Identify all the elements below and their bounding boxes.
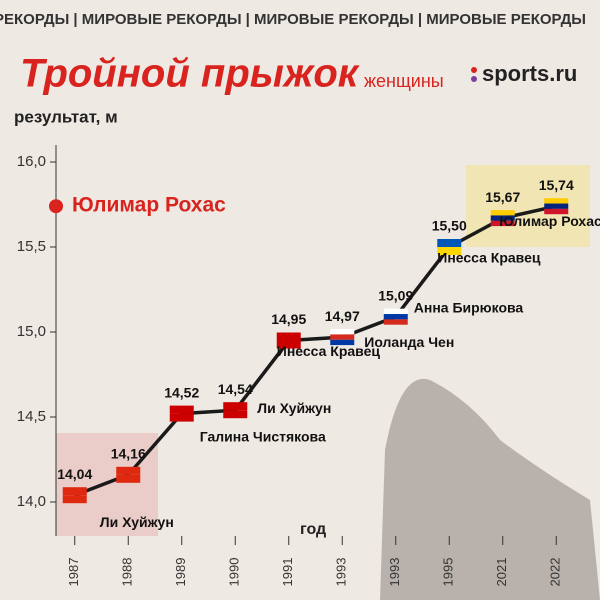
- x-tick-label: 1993: [387, 558, 402, 587]
- flag: [276, 340, 301, 349]
- value-label: 14,95: [271, 311, 306, 327]
- x-tick-label: 1987: [66, 558, 81, 587]
- athlete-name: Ли Хуйжун: [100, 514, 174, 530]
- y-tick-label: 16,0: [17, 153, 46, 170]
- flag: [330, 339, 355, 346]
- value-label: 14,16: [111, 446, 146, 462]
- line: [74, 204, 557, 497]
- value-label: 15,74: [539, 177, 574, 193]
- flag: [544, 198, 569, 204]
- flag: [116, 474, 141, 483]
- athlete-name: Юлимар Рохас: [499, 213, 600, 229]
- athlete-name: Инесса Кравец: [437, 250, 541, 266]
- athlete-photo: [380, 378, 600, 600]
- value-label: 15,09: [378, 287, 413, 303]
- reference-dot: [49, 199, 63, 214]
- flag: [490, 210, 515, 216]
- value-label: 14,54: [218, 381, 253, 397]
- y-axis-label: результат, м: [14, 107, 118, 126]
- athlete-name: Инесса Кравец: [277, 343, 381, 359]
- value-label: 14,04: [57, 466, 92, 482]
- x-tick-label: 2022: [548, 558, 563, 587]
- x-tick-label: 1991: [280, 558, 295, 587]
- flag: [169, 413, 194, 422]
- highlight-box: [466, 165, 590, 247]
- flag: [490, 215, 515, 221]
- flag: [383, 319, 408, 325]
- ticker: РЕКОРДЫ | МИРОВЫЕ РЕКОРДЫ | МИРОВЫЕ РЕКО…: [0, 11, 586, 28]
- flag: [330, 334, 355, 340]
- x-tick-label: 2021: [494, 558, 509, 587]
- flag: [383, 314, 408, 320]
- athlete-name: Галина Чистякова: [200, 428, 326, 444]
- value-label: 15,50: [432, 218, 467, 234]
- value-label: 15,67: [485, 189, 520, 205]
- flag: [276, 332, 301, 341]
- flag: [437, 247, 462, 255]
- x-axis-label: год: [300, 521, 326, 538]
- value-label: 14,52: [164, 384, 199, 400]
- flag: [223, 402, 248, 411]
- y-tick-label: 15,5: [17, 238, 46, 255]
- x-tick-label: 1995: [441, 558, 456, 587]
- reference-label: Юлимар Рохас: [72, 194, 226, 217]
- athlete-name: Анна Бирюкова: [414, 299, 524, 315]
- x-tick-label: 1988: [120, 558, 135, 587]
- flag: [544, 203, 569, 209]
- y-tick-label: 14,5: [17, 408, 46, 425]
- flag: [330, 329, 355, 335]
- brand-dot: [471, 76, 477, 82]
- flag: [490, 220, 515, 227]
- x-tick-label: 1993: [334, 558, 349, 587]
- flag: [62, 487, 87, 496]
- flag: [383, 308, 408, 315]
- brand: sports.ru: [482, 61, 577, 86]
- athlete-name: Ли Хуйжун: [257, 400, 331, 416]
- subtitle: женщины: [364, 71, 444, 91]
- x-tick-label: 1990: [227, 558, 242, 587]
- y-tick-label: 15,0: [17, 323, 46, 340]
- x-tick-label: 1989: [173, 558, 188, 587]
- brand-dot: [471, 67, 477, 73]
- chart-title: Тройной прыжок: [20, 52, 360, 96]
- athlete-name: Иоланда Чен: [364, 334, 454, 350]
- flag: [223, 410, 248, 419]
- flag: [169, 405, 194, 414]
- flag: [116, 466, 141, 475]
- value-label: 14,97: [325, 308, 360, 324]
- flag: [62, 495, 87, 504]
- flag: [544, 208, 569, 215]
- flag: [437, 239, 462, 247]
- y-tick-label: 14,0: [17, 493, 46, 510]
